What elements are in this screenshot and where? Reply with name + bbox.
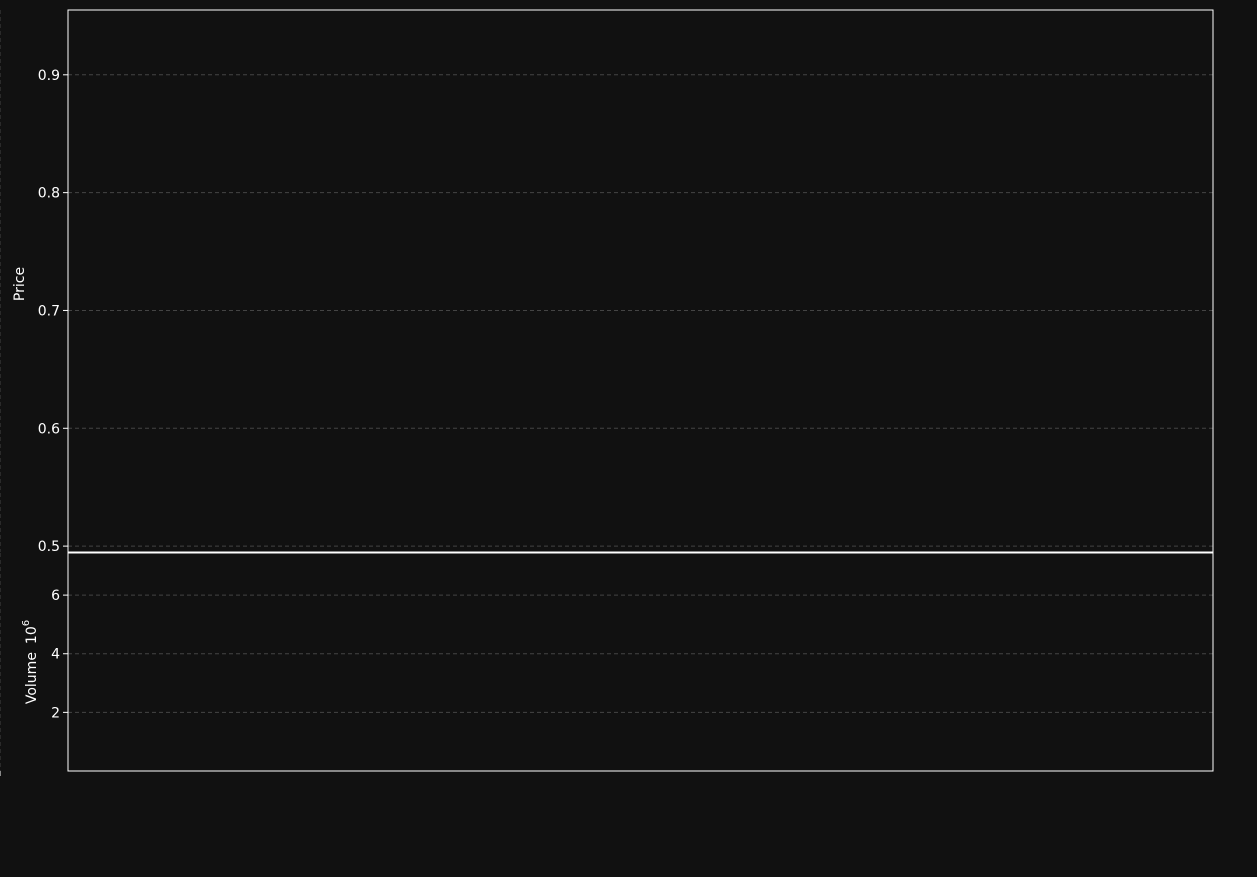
volume-tick-label: 4 xyxy=(51,647,60,663)
price-tick-label: 0.8 xyxy=(38,186,60,202)
price-tick-label: 0.9 xyxy=(38,68,60,84)
price-tick-label: 0.6 xyxy=(38,421,60,437)
price-panel-frame xyxy=(68,10,1213,552)
volume-tick-label: 2 xyxy=(51,705,60,721)
grid-lines xyxy=(0,10,1213,771)
volume-panel-frame xyxy=(68,553,1213,771)
panel-frames xyxy=(68,10,1213,771)
price-tick-label: 0.7 xyxy=(38,303,60,319)
volume-unit-base: 10 xyxy=(24,626,40,644)
volume-axis-label: Volume 106 xyxy=(21,620,40,704)
volume-unit-exponent: 6 xyxy=(21,620,32,626)
price-tick-label: 0.5 xyxy=(38,539,60,555)
axes: Price Volume106 2025-Dec-122026-Jan-1920… xyxy=(0,68,68,798)
volume-tick-label: 6 xyxy=(51,588,60,604)
price-axis-label: Price xyxy=(12,267,28,301)
volume-axis-title: Volume xyxy=(24,652,40,704)
